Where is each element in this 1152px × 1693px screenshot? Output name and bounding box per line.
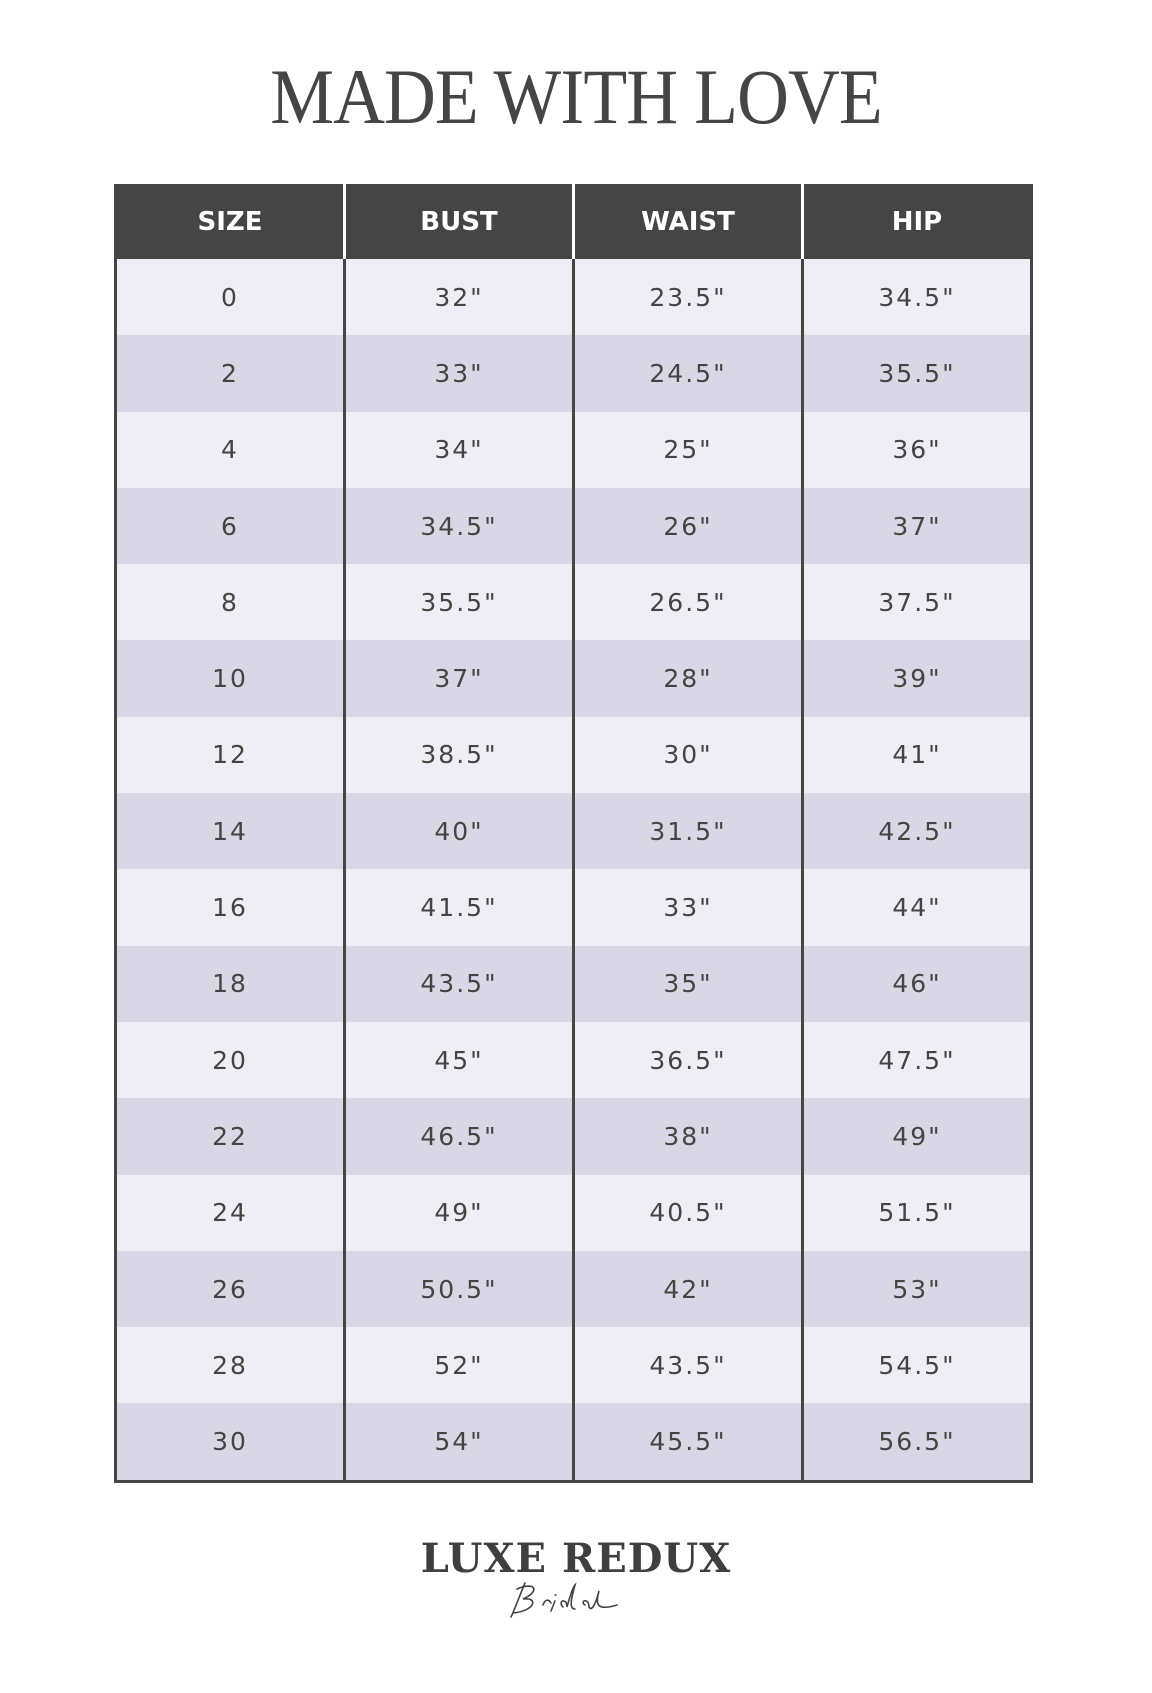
- table-row: 22 46.5" 38" 49": [117, 1098, 1030, 1175]
- size-chart-table: SIZE BUST WAIST HIP 0 32" 23.5" 34.5" 2 33" 24…: [114, 184, 1033, 1483]
- cell-size: 16: [117, 869, 346, 946]
- cell-waist: 26": [575, 487, 804, 565]
- brand-logo: LUXE REDUX: [0, 1535, 1152, 1618]
- cell-size: 18: [117, 945, 346, 1022]
- table-row: 24 49" 40.5" 51.5": [117, 1174, 1030, 1251]
- cell-hip: 46": [892, 969, 942, 999]
- cell-bust: 50.5": [346, 1250, 575, 1328]
- cell-waist: 43.5": [575, 1327, 804, 1404]
- cell-bust: 38.5": [346, 716, 575, 794]
- cell-size: 28: [117, 1327, 346, 1404]
- cell-size: 8: [117, 564, 346, 641]
- cell-bust: 33": [346, 335, 575, 412]
- table-row: 28 52" 43.5" 54.5": [117, 1327, 1030, 1404]
- header-bust: BUST: [346, 184, 575, 259]
- header-size: SIZE: [117, 184, 346, 259]
- table-row: 6 34.5" 26" 37": [117, 487, 1030, 565]
- cell-hip: 54.5": [878, 1350, 956, 1380]
- cell-waist: 40.5": [575, 1174, 804, 1251]
- cell-size: 22: [117, 1098, 346, 1175]
- cell-hip: 49": [892, 1121, 942, 1151]
- table-row: 18 43.5" 35" 46": [117, 945, 1030, 1022]
- table-header: SIZE BUST WAIST HIP: [117, 184, 1030, 259]
- table-row: 2 33" 24.5" 35.5": [117, 335, 1030, 412]
- cell-hip: 36": [892, 435, 942, 465]
- cell-bust: 52": [346, 1327, 575, 1404]
- cell-size: 20: [117, 1021, 346, 1099]
- cell-waist: 26.5": [575, 564, 804, 641]
- cell-size: 30: [117, 1403, 346, 1480]
- cell-size: 6: [117, 487, 346, 565]
- cell-waist: 30": [575, 716, 804, 794]
- header-hip: HIP: [891, 206, 943, 237]
- cell-size: 0: [117, 259, 346, 336]
- table-row: 8 35.5" 26.5" 37.5": [117, 564, 1030, 641]
- table-row: 30 54" 45.5" 56.5": [117, 1403, 1030, 1480]
- table-row: 10 37" 28" 39": [117, 640, 1030, 717]
- cell-hip: 39": [892, 664, 942, 694]
- cell-bust: 37": [346, 640, 575, 717]
- table-row: 0 32" 23.5" 34.5": [117, 259, 1030, 336]
- logo-script-bridal: [510, 1582, 618, 1618]
- table-row: 20 45" 36.5" 47.5": [117, 1021, 1030, 1099]
- cell-waist: 42": [575, 1250, 804, 1328]
- cell-bust: 40": [346, 793, 575, 870]
- table-row: 12 38.5" 30" 41": [117, 716, 1030, 794]
- cell-size: 10: [117, 640, 346, 717]
- cell-bust: 35.5": [346, 564, 575, 641]
- table-row: 16 41.5" 33" 44": [117, 869, 1030, 946]
- logo-wordmark: LUXE REDUX: [420, 1535, 732, 1582]
- cell-bust: 43.5": [346, 945, 575, 1022]
- cell-waist: 33": [575, 869, 804, 946]
- cell-size: 24: [117, 1174, 346, 1251]
- table-row: 4 34" 25" 36": [117, 411, 1030, 488]
- cell-hip: 42.5": [878, 816, 956, 846]
- cell-hip: 35.5": [878, 358, 956, 388]
- cell-size: 2: [117, 335, 346, 412]
- cell-hip: 37.5": [878, 587, 956, 617]
- cell-bust: 49": [346, 1174, 575, 1251]
- cell-hip: 34.5": [878, 282, 956, 312]
- cell-hip: 56.5": [878, 1427, 956, 1457]
- cell-waist: 35": [575, 945, 804, 1022]
- cell-bust: 46.5": [346, 1098, 575, 1175]
- header-waist: WAIST: [575, 184, 804, 259]
- cell-bust: 32": [346, 259, 575, 336]
- cell-hip: 53": [892, 1274, 942, 1304]
- cell-bust: 41.5": [346, 869, 575, 946]
- cell-bust: 54": [346, 1403, 575, 1480]
- cell-waist: 36.5": [575, 1021, 804, 1099]
- cell-bust: 34.5": [346, 487, 575, 565]
- cell-waist: 45.5": [575, 1403, 804, 1480]
- cell-waist: 25": [575, 411, 804, 488]
- cell-waist: 38": [575, 1098, 804, 1175]
- cell-hip: 37": [892, 511, 942, 541]
- cell-waist: 23.5": [575, 259, 804, 336]
- cell-size: 4: [117, 411, 346, 488]
- cell-hip: 41": [892, 740, 942, 770]
- cell-size: 12: [117, 716, 346, 794]
- cell-hip: 51.5": [878, 1198, 956, 1228]
- page-title: MADE WITH LOVE: [270, 53, 883, 140]
- cell-bust: 45": [346, 1021, 575, 1099]
- cell-waist: 24.5": [575, 335, 804, 412]
- cell-waist: 28": [575, 640, 804, 717]
- cell-hip: 44": [892, 893, 942, 923]
- table-row: 26 50.5" 42" 53": [117, 1250, 1030, 1328]
- table-row: 14 40" 31.5" 42.5": [117, 793, 1030, 870]
- cell-waist: 31.5": [575, 793, 804, 870]
- cell-hip: 47.5": [878, 1045, 956, 1075]
- cell-bust: 34": [346, 411, 575, 488]
- cell-size: 26: [117, 1250, 346, 1328]
- cell-size: 14: [117, 793, 346, 870]
